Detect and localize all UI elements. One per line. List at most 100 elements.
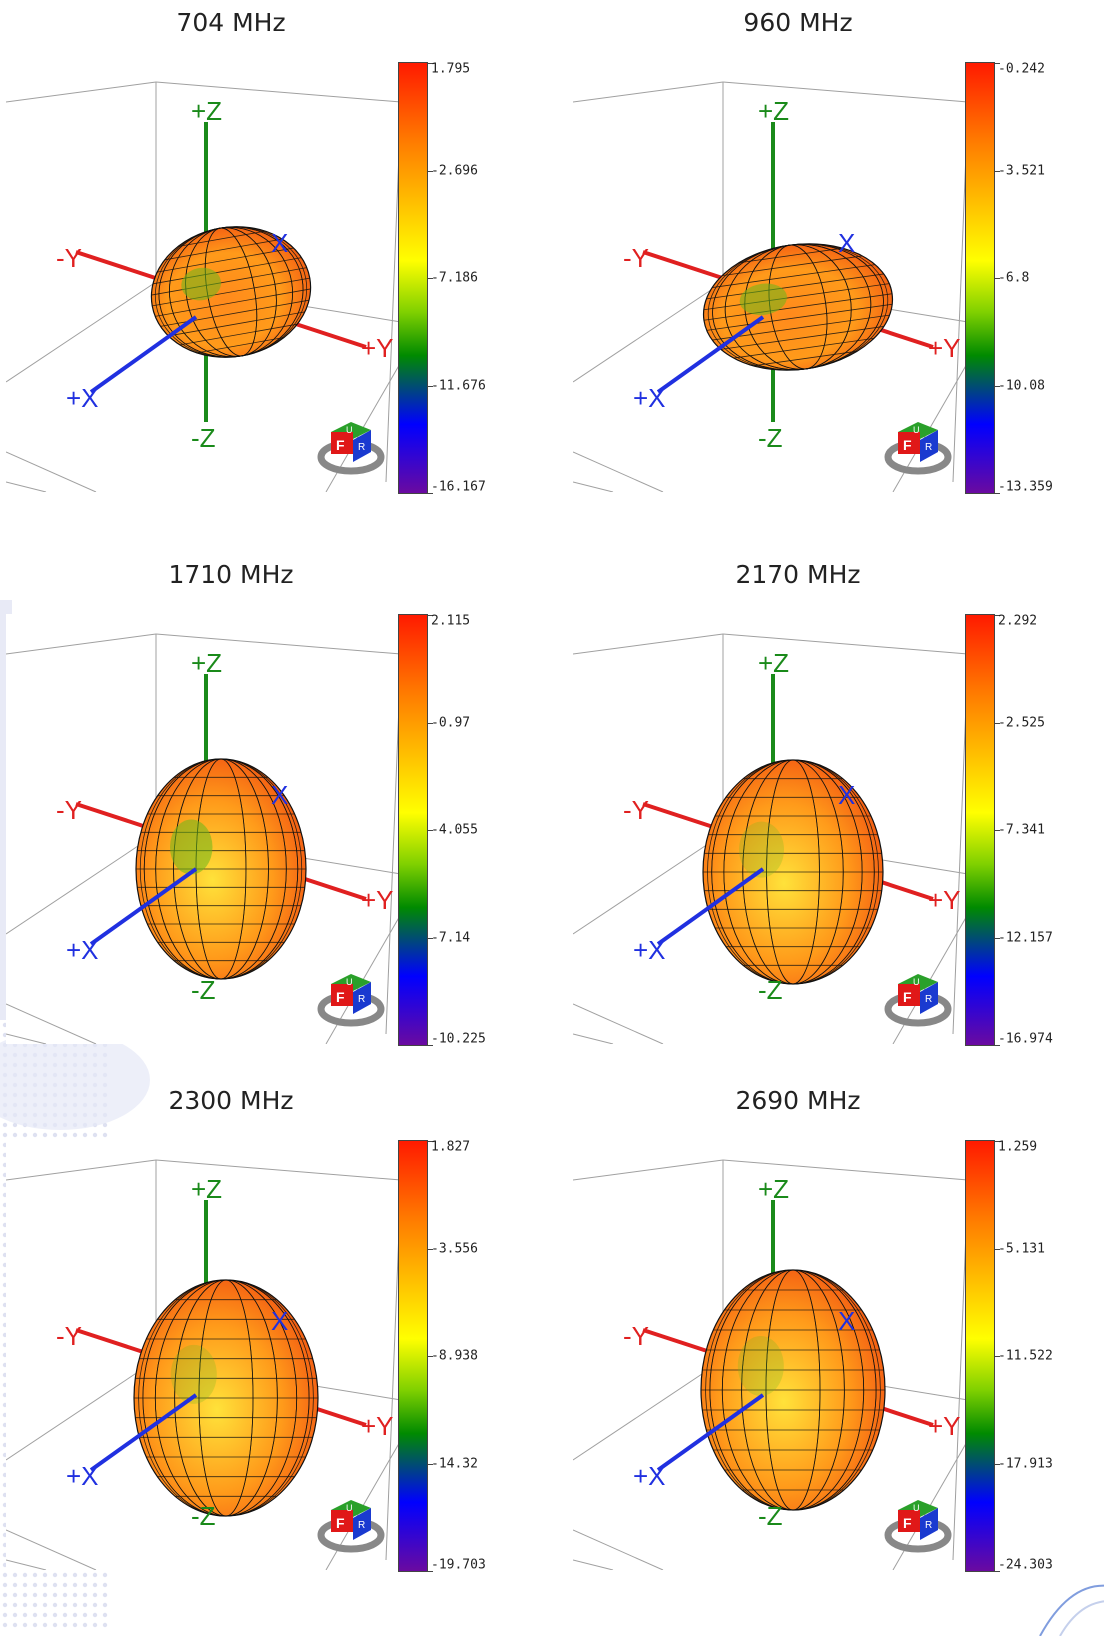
- cube-front-label: F: [903, 989, 912, 1005]
- cube-front-face[interactable]: [331, 432, 353, 454]
- grid-line: [573, 451, 664, 492]
- orientation-cube[interactable]: F RU: [317, 974, 385, 1027]
- pattern-panel: 704 MHz +Z -Z -Y +Y +X X F R U 1.795 -2.696 -7.186 -1…: [6, 8, 546, 536]
- colorbar-tick: [994, 278, 1000, 279]
- colorbar: 1.827 -3.556 -8.938 -14.32 -19.703: [398, 1140, 486, 1573]
- grid-line: [6, 1159, 157, 1181]
- x-axis: [656, 867, 765, 946]
- axis-label-ny: -Y: [56, 795, 82, 825]
- colorbar-tick: [427, 937, 433, 939]
- colorbar-tick-label: -11.676: [431, 378, 486, 393]
- radiation-plot: +Z -Z -Y +Y +X X F R U: [573, 1140, 993, 1570]
- axis-label-px: +X: [633, 383, 666, 413]
- colorbar-tick-label: -3.521: [998, 163, 1045, 178]
- colorbar: 1.795 -2.696 -7.186 -11.676 -16.167: [398, 62, 486, 495]
- colorbar-tick-label: -14.32: [431, 1456, 478, 1471]
- axis-label-pz: +Z: [758, 648, 789, 678]
- orientation-cube[interactable]: F RU: [884, 422, 952, 475]
- axis-label-px: +X: [66, 383, 99, 413]
- axis-label-ny: -Y: [56, 1321, 82, 1351]
- radiation-plot: +Z -Z -Y +Y +X X F R U: [6, 614, 426, 1044]
- axis-label-nz: -Z: [758, 1501, 783, 1531]
- grid-line: [573, 81, 724, 103]
- plot-scene: +Z -Z -Y +Y +X X F RU: [573, 633, 969, 1044]
- plot-scene: +Z -Z -Y +Y +X X F RU: [6, 633, 402, 1044]
- grid-line: [573, 1159, 724, 1181]
- axis-label-px: +X: [633, 935, 666, 965]
- colorbar-tick: [427, 722, 433, 724]
- axis-label-nz: -Z: [758, 975, 783, 1005]
- panel-title: 2690 MHz: [735, 1086, 861, 1115]
- cube-right-label: R: [358, 442, 365, 453]
- cube-front-face[interactable]: [898, 984, 920, 1006]
- colorbar: 2.115 -0.97 -4.055 -7.14 -10.225: [398, 614, 486, 1047]
- grid-line: [722, 81, 969, 103]
- colorbar-tick-label: -10.225: [431, 1031, 486, 1047]
- grid-line: [6, 1359, 157, 1461]
- colorbar-tick: [994, 63, 1000, 64]
- radiation-pattern: [133, 1279, 319, 1517]
- colorbar-tick: [994, 830, 1000, 831]
- axis-label-py: +Y: [928, 333, 961, 363]
- cube-front-face[interactable]: [331, 1510, 353, 1532]
- x-axis: [89, 315, 198, 394]
- axis-label-nz: -Z: [758, 423, 783, 453]
- axis-label-px: +X: [633, 1461, 666, 1491]
- axis-label-nz: -Z: [191, 423, 216, 453]
- colorbar-tick-label: 1.259: [998, 1139, 1038, 1155]
- colorbar-tick: [994, 615, 1000, 616]
- colorbar-tick-label: 1.827: [431, 1139, 471, 1155]
- orientation-cube[interactable]: F RU: [884, 1500, 952, 1553]
- axis-label-x: X: [271, 228, 288, 258]
- cube-right-label: R: [925, 442, 932, 453]
- cube-top-label: U: [346, 977, 353, 987]
- colorbar-tick-label: 2.115: [431, 613, 471, 629]
- grid-line: [573, 481, 614, 492]
- colorbar-tick: [994, 1356, 1000, 1357]
- colorbar-tick: [427, 63, 433, 64]
- colorbar-tick-label: 1.795: [431, 61, 471, 77]
- cube-top-label: U: [913, 977, 920, 987]
- orientation-cube[interactable]: F RU: [317, 422, 385, 475]
- colorbar-tick-label: -5.131: [998, 1241, 1045, 1256]
- x-axis: [656, 1393, 765, 1472]
- x-axis: [89, 1393, 198, 1472]
- axis-label-nz: -Z: [191, 1501, 216, 1531]
- cube-right-label: R: [358, 1520, 365, 1531]
- orientation-cube[interactable]: F RU: [884, 974, 952, 1027]
- panel-title: 704 MHz: [176, 8, 286, 37]
- grid-line: [573, 1529, 664, 1570]
- grid-line: [6, 81, 157, 103]
- colorbar-tick: [427, 615, 433, 616]
- radiation-pattern: [702, 759, 884, 985]
- panel-title: 2300 MHz: [168, 1086, 294, 1115]
- grid-line: [573, 1033, 614, 1044]
- cube-right-label: R: [358, 994, 365, 1005]
- orientation-cube[interactable]: F RU: [317, 1500, 385, 1553]
- cube-front-face[interactable]: [898, 432, 920, 454]
- grid-line: [6, 1033, 47, 1044]
- radiation-plot: +Z -Z -Y +Y +X X F R U: [6, 62, 426, 492]
- logo-watermark: [1030, 1576, 1104, 1637]
- radiation-pattern: [702, 243, 894, 371]
- colorbar-tick-label: -2.696: [431, 163, 478, 178]
- cube-top-label: U: [913, 425, 920, 435]
- cube-front-face[interactable]: [331, 984, 353, 1006]
- axis-label-ny: -Y: [623, 1321, 649, 1351]
- x-axis: [656, 315, 765, 394]
- grid-line: [155, 81, 402, 103]
- colorbar-tick: [994, 1463, 1000, 1465]
- cube-front-label: F: [336, 437, 345, 453]
- pattern-panel: 960 MHz +Z -Z -Y +Y +X X F R U -0.242 -3.521 -6.8 -10…: [573, 8, 1104, 536]
- grid-line: [573, 1359, 724, 1461]
- axis-label-pz: +Z: [758, 1174, 789, 1204]
- colorbar-tick-label: -7.186: [431, 270, 478, 286]
- colorbar-tick: [427, 385, 433, 387]
- axis-label-py: +Y: [361, 885, 394, 915]
- grid-line: [722, 633, 969, 655]
- cube-front-face[interactable]: [898, 1510, 920, 1532]
- colorbar-tick: [994, 1045, 1000, 1046]
- panel-title: 960 MHz: [743, 8, 853, 37]
- grid-line: [6, 1559, 47, 1570]
- x-axis: [89, 867, 198, 946]
